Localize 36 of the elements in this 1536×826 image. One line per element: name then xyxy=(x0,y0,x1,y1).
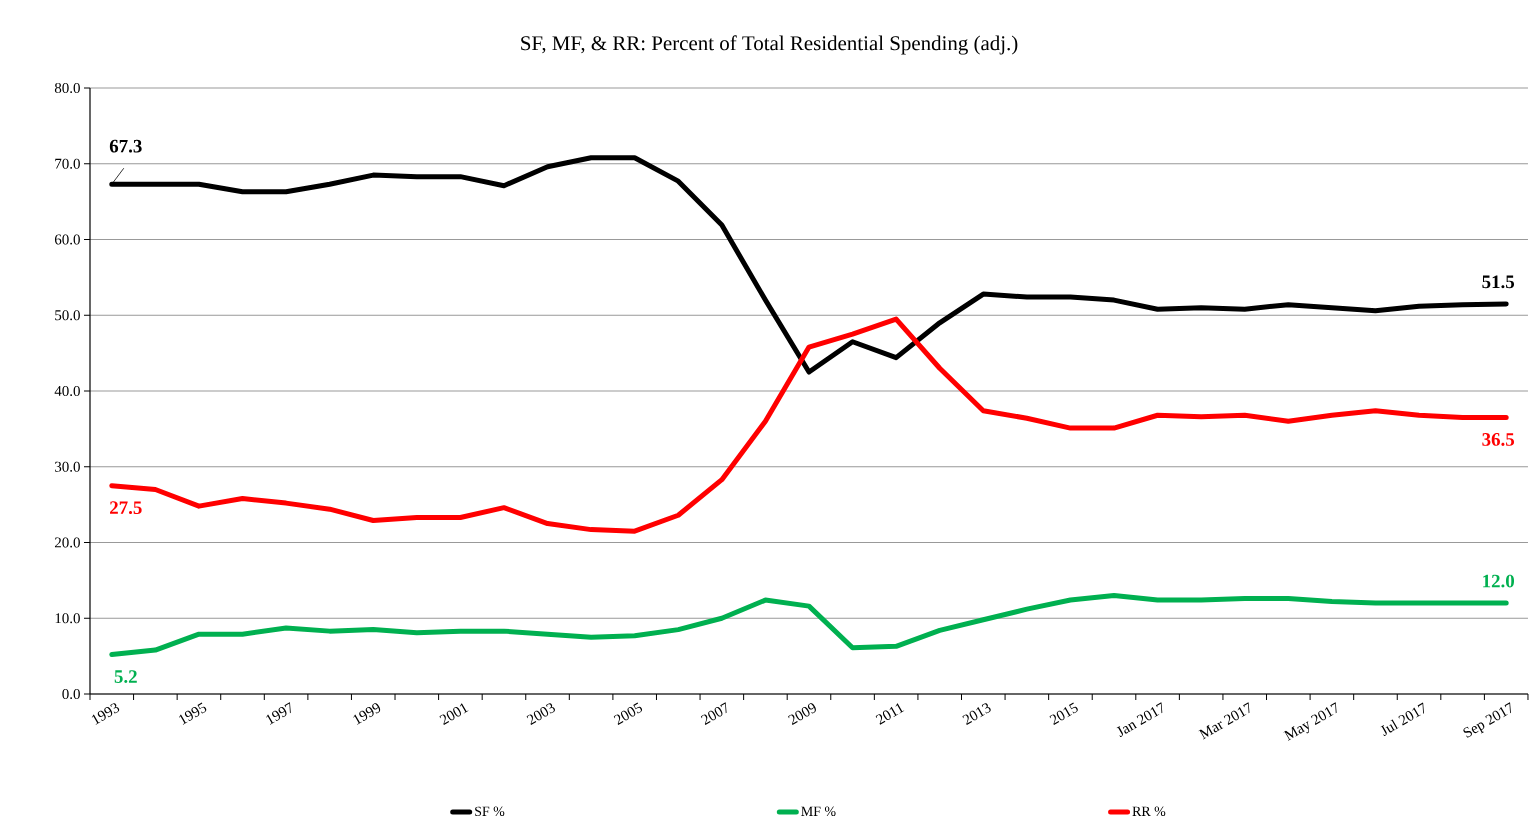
x-tick-label: 2011 xyxy=(875,703,905,725)
y-tick-label: 10.0 xyxy=(55,613,80,624)
x-tick-label: Sep 2017 xyxy=(1463,702,1511,738)
y-tick-label: 50.0 xyxy=(55,310,80,321)
data-label: 5.2 xyxy=(114,670,137,684)
x-tick-label: May 2017 xyxy=(1283,702,1337,741)
legend-label: MF % xyxy=(801,806,836,817)
data-label: 51.5 xyxy=(1482,275,1515,289)
x-tick-label: 1997 xyxy=(266,702,291,725)
x-tick-label: 2003 xyxy=(526,703,555,726)
y-tick-label: 70.0 xyxy=(55,158,80,169)
x-tick-label: 2007 xyxy=(700,702,727,726)
x-tick-label: 2005 xyxy=(613,702,643,726)
y-tick-label: 60.0 xyxy=(54,234,80,245)
x-tick-label: Mar 2017 xyxy=(1198,702,1250,740)
x-tick-label: 1999 xyxy=(353,703,381,725)
y-tick-label: 40.0 xyxy=(54,385,80,397)
chart-title: SF, MF, & RR: Percent of Total Residential Spending (adj.) xyxy=(521,35,1018,55)
legend-label: RR % xyxy=(1132,806,1166,817)
x-tick-label: Jan 2017 xyxy=(1116,702,1163,737)
data-label: 12.0 xyxy=(1483,574,1515,588)
data-label: 36.5 xyxy=(1482,433,1515,446)
data-label: 67.3 xyxy=(109,139,142,153)
x-tick-label: 2015 xyxy=(1049,702,1078,726)
y-tick-label: 0.0 xyxy=(62,688,80,700)
data-label: 27.5 xyxy=(110,501,142,515)
y-tick-label: 20.0 xyxy=(54,537,80,548)
x-tick-label: 2001 xyxy=(439,703,469,726)
y-tick-label: 80.0 xyxy=(54,82,80,94)
legend-label: SF % xyxy=(475,806,505,817)
x-tick-label: Jul 2017 xyxy=(1380,702,1424,737)
x-tick-label: 2009 xyxy=(788,703,816,726)
y-tick-label: 30.0 xyxy=(55,461,80,472)
x-tick-label: 2013 xyxy=(962,703,991,726)
x-tick-label: 1995 xyxy=(178,702,207,725)
x-tick-label: 1993 xyxy=(91,703,120,725)
